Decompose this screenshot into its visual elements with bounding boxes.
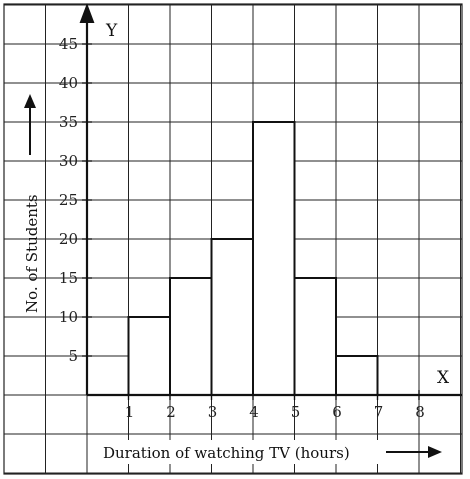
bar	[127, 316, 171, 396]
bar	[252, 121, 296, 396]
x-tick-label: 1	[125, 403, 135, 421]
y-tick-label: 20	[59, 230, 78, 248]
y-tick-label: 35	[59, 113, 78, 131]
axes	[79, 3, 462, 397]
grid-border	[3, 3, 463, 475]
y-axis-letter: Y	[105, 21, 118, 41]
x-axis-letter: X	[437, 368, 450, 388]
x-axis-title-background	[99, 440, 381, 464]
bar	[169, 277, 213, 396]
y-tick-label: 45	[59, 35, 78, 53]
y-tick-label: 40	[59, 74, 78, 92]
y-tick-label: 15	[59, 269, 78, 287]
y-axis-title: No. of Students	[23, 194, 41, 313]
x-tick-label: 5	[291, 403, 301, 421]
y-title-arrow-icon	[24, 94, 36, 155]
x-tick-label: 2	[166, 403, 176, 421]
x-tick-label: 8	[415, 403, 425, 421]
x-axis-title: Duration of watching TV (hours)	[103, 444, 350, 462]
bar	[210, 238, 254, 396]
bars	[127, 121, 379, 396]
bar	[335, 355, 379, 396]
ticks	[82, 43, 420, 400]
y-tick-label: 25	[59, 191, 78, 209]
y-axis-arrowhead	[79, 3, 95, 23]
x-tick-label: 6	[332, 403, 342, 421]
x-tick-label: 3	[208, 403, 218, 421]
x-tick-label: 4	[249, 403, 259, 421]
x-title-arrow-icon	[386, 446, 442, 458]
bar	[293, 277, 337, 396]
x-tick-label: 7	[374, 403, 384, 421]
y-tick-label: 10	[59, 308, 78, 326]
y-tick-label: 30	[59, 152, 78, 170]
y-tick-label: 5	[68, 347, 78, 365]
